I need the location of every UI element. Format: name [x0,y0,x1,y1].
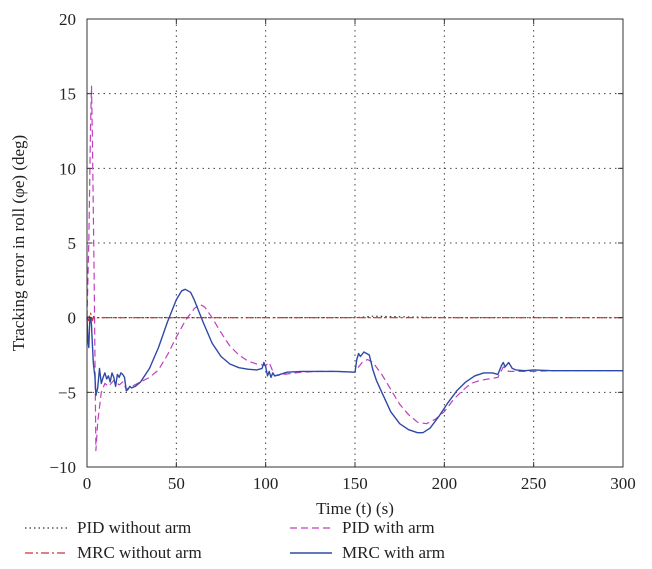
series-line-mrc-with-arm [86,288,623,434]
x-tick-label: 50 [168,474,185,493]
legend-label-mrc-without-arm: MRC without arm [77,543,202,562]
legend-label-pid-without-arm: PID without arm [77,518,191,537]
y-tick-label: 0 [68,309,77,328]
y-tick-label: −10 [49,458,76,477]
x-tick-label: 100 [253,474,279,493]
legend: PID without arm PID with arm MRC without… [25,518,445,562]
series-lines [86,85,623,452]
y-axis-label: Tracking error in roll (φe) (deg) [9,135,28,351]
y-tick-label: 15 [59,85,76,104]
x-tick-labels: 0 50 100 150 200 250 300 [83,474,636,493]
y-tick-label: 5 [68,234,77,253]
series-line-mrc-without-arm [86,312,623,322]
tick-marks [86,18,624,468]
y-tick-label: −5 [58,383,76,402]
x-tick-label: 200 [432,474,458,493]
x-tick-label: 250 [521,474,547,493]
x-tick-label: 300 [610,474,636,493]
legend-label-pid-with-arm: PID with arm [342,518,435,537]
y-tick-label: 10 [59,159,76,178]
y-tick-label: 20 [59,10,76,29]
grid-lines [87,19,623,467]
x-axis-label: Time (t) (s) [316,499,394,518]
x-tick-label: 150 [342,474,368,493]
x-tick-label: 0 [83,474,92,493]
y-tick-labels: −10 −5 0 5 10 15 20 [49,10,76,477]
legend-label-mrc-with-arm: MRC with arm [342,543,445,562]
series-line-pid-with-arm [86,85,623,452]
